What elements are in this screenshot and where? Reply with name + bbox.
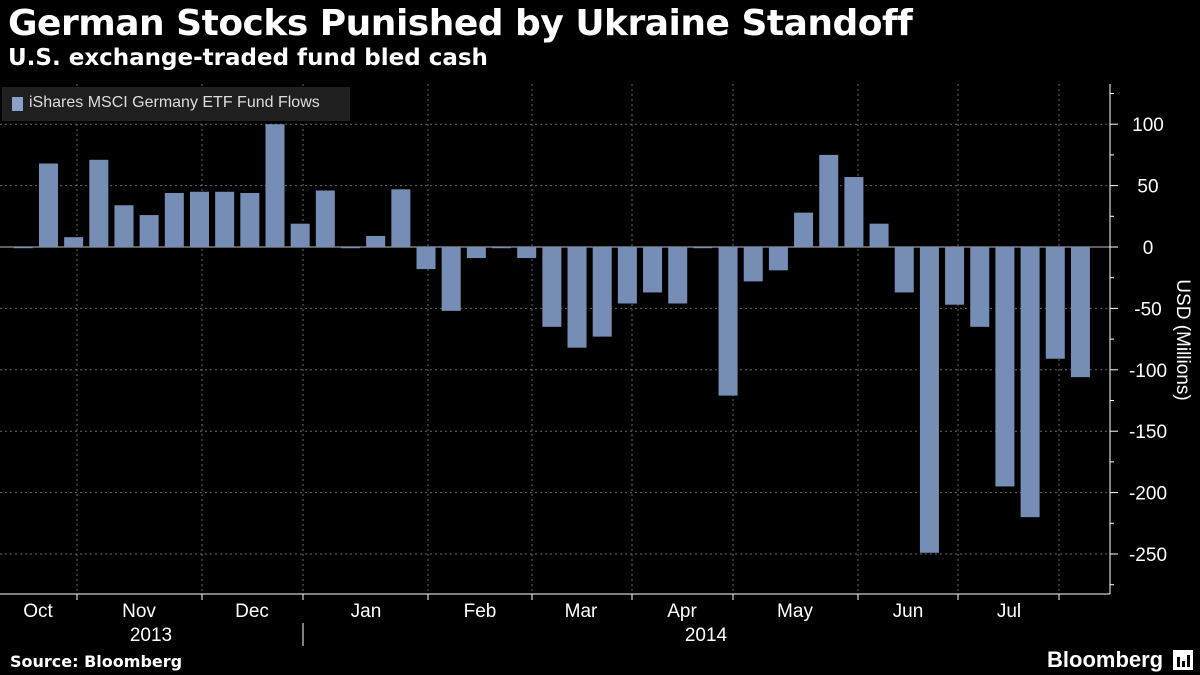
bar xyxy=(1070,247,1090,378)
bar xyxy=(341,247,361,249)
y-tick-label: 0 xyxy=(1143,238,1154,259)
bar xyxy=(64,237,84,247)
bar xyxy=(794,212,814,247)
bar xyxy=(13,247,33,249)
bar xyxy=(718,247,738,396)
x-tick-label: Mar xyxy=(565,601,598,622)
bar xyxy=(416,247,436,270)
bar xyxy=(869,223,889,247)
bar xyxy=(139,215,159,247)
y-tick-label: -100 xyxy=(1129,361,1167,382)
y-tick-label: -150 xyxy=(1129,422,1167,443)
bar xyxy=(517,247,537,259)
bar xyxy=(768,247,788,271)
bar xyxy=(315,190,335,247)
bar xyxy=(164,192,184,247)
bar xyxy=(1020,247,1040,518)
y-tick-label: 50 xyxy=(1137,177,1158,198)
bar xyxy=(844,177,864,247)
bar xyxy=(819,154,839,247)
legend-label: iShares MSCI Germany ETF Fund Flows xyxy=(29,94,320,111)
chart-title: German Stocks Punished by Ukraine Stando… xyxy=(8,3,913,44)
bar xyxy=(114,205,134,247)
x-tick-label: Oct xyxy=(23,601,53,622)
bar xyxy=(1045,247,1065,359)
bar xyxy=(567,247,587,348)
bar xyxy=(391,189,411,247)
y-tick-label: -50 xyxy=(1134,299,1161,320)
x-tick-label: May xyxy=(777,601,813,622)
bar xyxy=(592,247,612,337)
source-note: Source: Bloomberg xyxy=(10,652,183,671)
x-tick-label: Feb xyxy=(464,601,497,622)
bar xyxy=(290,223,310,247)
x-tick-label: Jun xyxy=(893,601,924,622)
bar xyxy=(919,247,939,553)
bar xyxy=(89,159,109,247)
x-tick-label: Nov xyxy=(122,601,156,622)
bar xyxy=(970,247,990,327)
bar xyxy=(668,247,688,304)
y-tick-label: 100 xyxy=(1132,115,1164,136)
bar xyxy=(894,247,914,293)
chart-subtitle: U.S. exchange-traded fund bled cash xyxy=(8,45,488,71)
bar xyxy=(366,235,386,247)
bar xyxy=(38,163,58,247)
year-label: 2013 xyxy=(130,625,172,646)
y-tick-label: -200 xyxy=(1129,484,1167,505)
y-axis-title: USD (Millions) xyxy=(1172,279,1193,400)
bar xyxy=(265,124,285,247)
bar xyxy=(441,247,461,311)
bar xyxy=(693,247,713,249)
bar xyxy=(466,247,486,259)
brand-logo: Bloomberg xyxy=(1047,647,1164,672)
bar xyxy=(215,191,235,247)
legend-swatch xyxy=(12,97,23,111)
year-label: 2014 xyxy=(685,625,728,646)
bar xyxy=(492,247,512,249)
bar xyxy=(617,247,637,304)
bar xyxy=(945,247,965,305)
y-tick-label: -250 xyxy=(1129,545,1167,566)
x-tick-label: Apr xyxy=(667,601,697,622)
bar xyxy=(189,191,209,247)
bar xyxy=(643,247,663,293)
bar xyxy=(542,247,562,327)
x-tick-label: Dec xyxy=(235,601,269,622)
x-tick-label: Jan xyxy=(351,601,382,622)
bar xyxy=(743,247,763,282)
x-tick-label: Jul xyxy=(997,601,1021,622)
chart-legend: iShares MSCI Germany ETF Fund Flows xyxy=(2,87,350,121)
bar xyxy=(240,192,260,247)
bloomberg-icon xyxy=(1173,650,1193,670)
bar xyxy=(995,247,1015,487)
